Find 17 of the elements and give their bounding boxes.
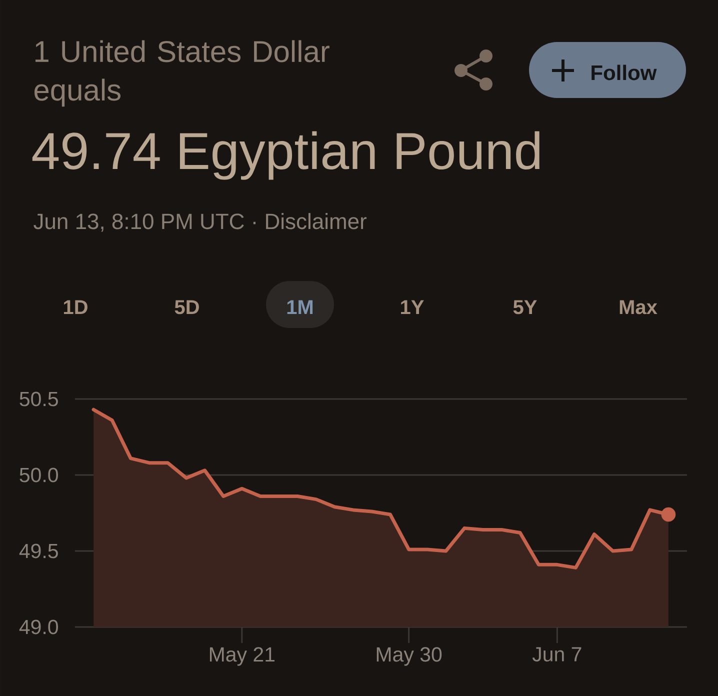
text: Jun 13, 8:10 PM UTC · Disclaimer — [34, 213, 367, 232]
text: 1M — [287, 300, 313, 314]
y-tick-label: 50.5 — [20, 392, 58, 406]
text: Max — [620, 300, 658, 314]
y-tick-label: 50.0 — [20, 468, 58, 482]
text: Follow — [592, 64, 657, 80]
chart-subtitle: 49.74 Egyptian Pound — [32, 131, 540, 180]
text: 5Y — [513, 300, 537, 314]
x-tick-label: May 30 — [376, 647, 442, 666]
x-tick-label: May 21 — [210, 647, 274, 666]
text: 5D — [174, 300, 199, 314]
x-tick-label: Jun 7 — [532, 647, 582, 662]
text: 1Y — [401, 300, 424, 314]
y-tick-label: 49.5 — [19, 544, 58, 558]
text: 1D — [64, 300, 88, 314]
y-tick-label: 49.0 — [19, 620, 58, 634]
chart-title: 1 United States Dollar equals — [34, 40, 330, 107]
